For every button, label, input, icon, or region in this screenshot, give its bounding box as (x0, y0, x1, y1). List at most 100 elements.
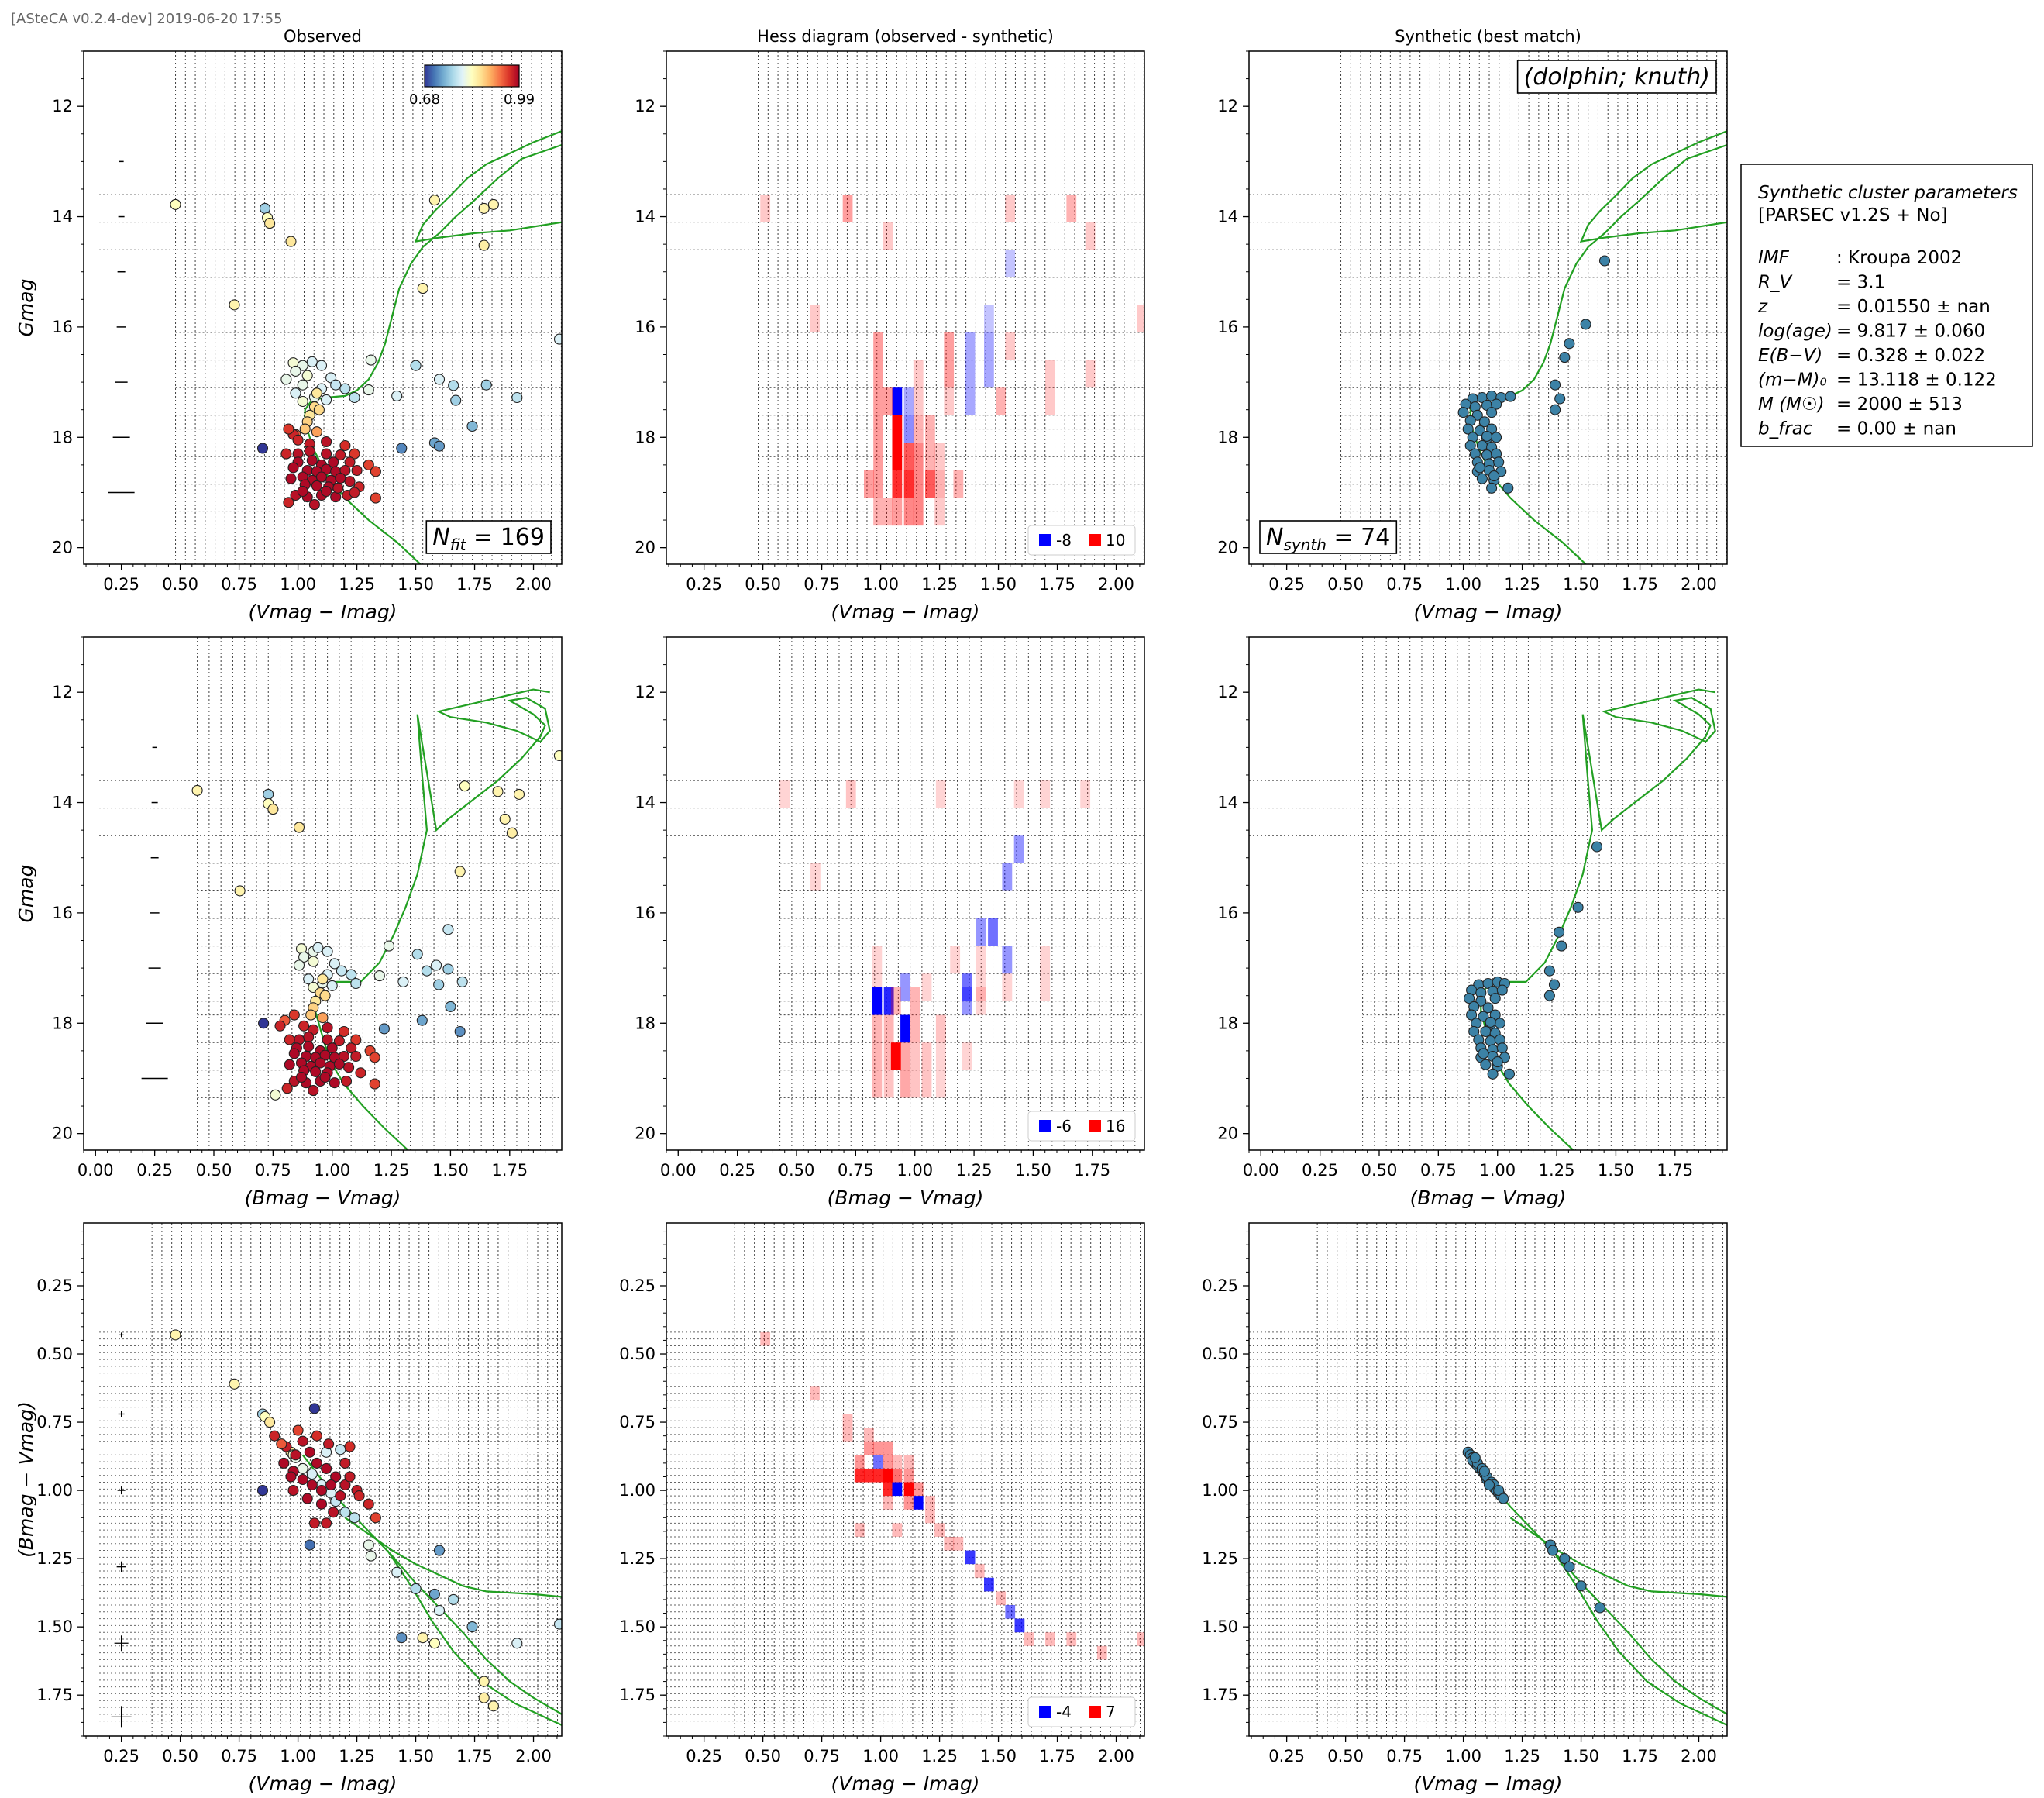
star-point (1491, 432, 1502, 443)
param-value: = 0.01550 ± nan (1836, 297, 1991, 317)
star-point (305, 1009, 317, 1021)
panel-title: Hess diagram (observed - synthetic) (757, 27, 1054, 46)
y-tick-label: 1.50 (36, 1617, 73, 1636)
hess-cell (1014, 1618, 1025, 1633)
star-point (431, 959, 442, 971)
x-tick-label: 1.25 (373, 1161, 410, 1180)
star-point (339, 1457, 351, 1469)
star-point (285, 473, 297, 484)
hess-cell (1002, 973, 1013, 1001)
hess-cell (854, 1455, 865, 1469)
y-tick-label: 18 (635, 428, 656, 446)
hess-cell (1024, 1632, 1034, 1646)
star-point (313, 404, 325, 415)
hess-cell (950, 946, 961, 974)
star-point (317, 1012, 329, 1024)
hess-cell (864, 1441, 874, 1455)
hess-cell (976, 946, 986, 974)
star-point (370, 492, 381, 504)
star-point (1487, 1068, 1499, 1080)
axes-frame (666, 1222, 1145, 1737)
star-point (442, 924, 454, 935)
x-tick-label: 1.25 (921, 1747, 958, 1765)
y-tick-label: 16 (52, 318, 73, 336)
star-point (355, 1067, 366, 1079)
star-point (1505, 391, 1516, 402)
legend-label: 16 (1106, 1117, 1125, 1135)
hess-cell (1005, 250, 1016, 277)
star-point (1468, 1025, 1480, 1038)
hess-cell (864, 470, 874, 498)
param-value: = 3.1 (1836, 273, 1885, 293)
x-tick-label: 1.50 (1598, 1161, 1634, 1180)
hess-cell (934, 443, 945, 470)
star-point (450, 394, 462, 406)
grid (99, 51, 562, 564)
star-point (280, 374, 292, 385)
x-tick-label: 0.75 (803, 575, 840, 594)
y-tick-label: 14 (1217, 794, 1238, 812)
star-point (269, 1430, 280, 1442)
star-point (428, 195, 440, 206)
star-point (311, 388, 322, 399)
legend-swatch (1039, 1120, 1051, 1132)
x-tick-label: 1.50 (1015, 1161, 1051, 1180)
y-tick-label: 14 (635, 208, 656, 226)
star-point (1480, 1025, 1492, 1038)
hess-cell (965, 388, 976, 415)
star-point (312, 942, 324, 953)
star-point (335, 450, 346, 461)
plot-area (666, 637, 1144, 1150)
hess-cell (1085, 360, 1096, 388)
param-value: = 2000 ± 513 (1836, 394, 1963, 415)
hess-cell (854, 1523, 865, 1537)
hess-cell (984, 360, 994, 388)
star-point (321, 436, 332, 448)
star-point (276, 1438, 287, 1450)
star-point (1491, 398, 1502, 410)
hess-cell (910, 987, 920, 1015)
hess-cell (1066, 1632, 1077, 1646)
star-point (1489, 993, 1501, 1004)
panel-title: Observed (284, 27, 362, 46)
star-point (1550, 379, 1561, 391)
y-tick-label: 1.25 (619, 1549, 656, 1568)
y-tick-label: 12 (52, 683, 73, 701)
star-point (290, 365, 301, 377)
star-point (274, 1020, 286, 1032)
star-point (297, 1435, 308, 1447)
star-point (328, 1507, 339, 1518)
hess-cell (935, 1014, 946, 1043)
star-point (335, 472, 346, 484)
hess-cell (988, 918, 998, 946)
star-point (1594, 1602, 1605, 1614)
star-point (332, 482, 344, 494)
x-tick-label: 0.25 (103, 1747, 139, 1765)
star-point (297, 379, 308, 391)
error-bars (141, 746, 168, 1080)
x-tick-label: 1.75 (1657, 1161, 1693, 1180)
star-point (1496, 1042, 1508, 1054)
star-point (365, 354, 377, 366)
x-tick-label: 1.25 (1539, 1161, 1575, 1180)
star-point (506, 827, 518, 839)
x-tick-label: 2.00 (1681, 575, 1717, 594)
y-tick-label: 16 (1217, 318, 1238, 336)
x-tick-label: 2.00 (515, 575, 552, 594)
x-axis-label: (Vmag − Imag) (1414, 1772, 1563, 1795)
star-point (344, 1471, 356, 1483)
star-point (308, 956, 319, 967)
hess-cell (910, 1070, 920, 1098)
param-name: b_frac (1758, 419, 1813, 439)
x-tick-label: 0.75 (1386, 1747, 1423, 1765)
hess-cell (892, 1523, 903, 1537)
hess-cell (873, 1441, 883, 1455)
y-tick-label: 14 (1217, 208, 1238, 226)
star-point (1494, 1018, 1505, 1029)
hess-cell (1045, 360, 1055, 388)
hess-cell (1040, 946, 1051, 974)
hess-cell (892, 498, 903, 526)
star-point (306, 356, 318, 367)
star-point (410, 360, 422, 371)
y-tick-label: 0.50 (1202, 1345, 1238, 1363)
